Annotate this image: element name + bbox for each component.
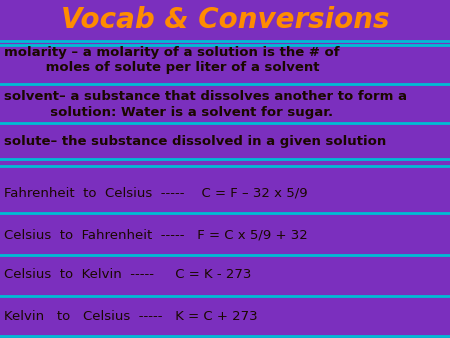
Text: solution: Water is a solvent for sugar.: solution: Water is a solvent for sugar. xyxy=(4,106,333,119)
Text: Celsius  to  Kelvin  -----     C = K - 273: Celsius to Kelvin ----- C = K - 273 xyxy=(4,268,252,281)
Text: solvent– a substance that dissolves another to form a: solvent– a substance that dissolves anot… xyxy=(4,90,408,103)
Text: Fahrenheit  to  Celsius  -----    C = F – 32 x 5/9: Fahrenheit to Celsius ----- C = F – 32 x… xyxy=(4,186,308,199)
Text: Celsius  to  Fahrenheit  -----   F = C x 5/9 + 32: Celsius to Fahrenheit ----- F = C x 5/9 … xyxy=(4,228,308,241)
Text: molarity – a molarity of a solution is the # of: molarity – a molarity of a solution is t… xyxy=(4,46,340,59)
Text: moles of solute per liter of a solvent: moles of solute per liter of a solvent xyxy=(4,61,320,74)
Text: Vocab & Conversions: Vocab & Conversions xyxy=(61,6,389,34)
Text: solute– the substance dissolved in a given solution: solute– the substance dissolved in a giv… xyxy=(4,136,387,148)
Text: Kelvin   to   Celsius  -----   K = C + 273: Kelvin to Celsius ----- K = C + 273 xyxy=(4,310,258,322)
